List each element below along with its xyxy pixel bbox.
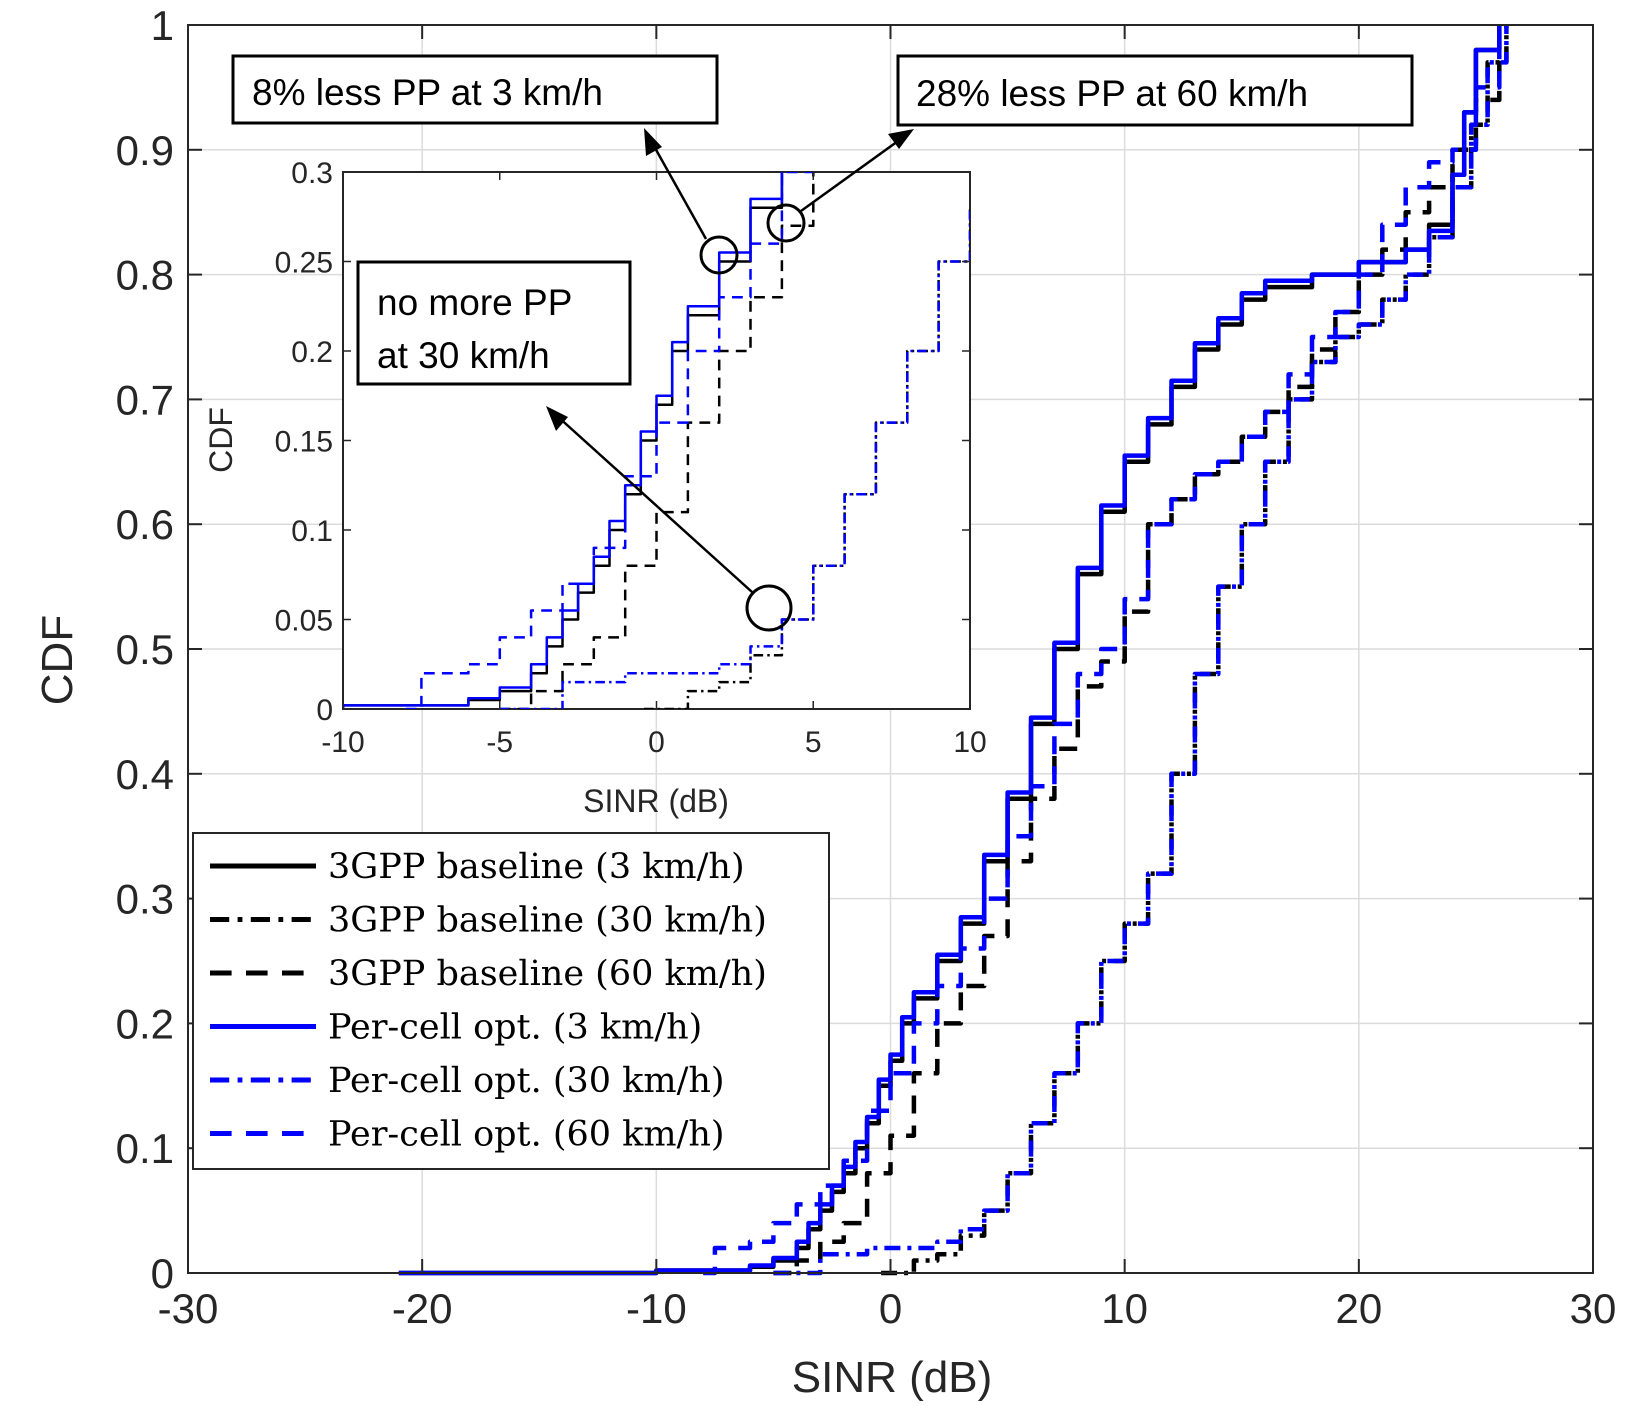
main-series-line-4 — [773, 25, 1509, 1276]
y-tick-label: 0.5 — [116, 626, 174, 673]
y-tick-label: 0.1 — [116, 1125, 174, 1172]
inset-y-tick-label: 0.25 — [275, 247, 333, 280]
x-tick-label: -20 — [392, 1285, 453, 1332]
legend-box — [192, 832, 830, 1170]
x-tick-label: -10 — [626, 1285, 687, 1332]
circle-marker-30kmh — [745, 584, 793, 632]
legend-label-3: Per-cell opt. (3 km/h) — [328, 1008, 702, 1048]
circle-marker-60kmh — [766, 203, 806, 243]
inset-x-tick-label: 10 — [953, 726, 986, 759]
inset-series-line-4 — [499, 206, 970, 709]
legend-label-4: Per-cell opt. (30 km/h) — [328, 1061, 725, 1101]
inset-x-tick-label: -5 — [486, 726, 513, 759]
legend: 3GPP baseline (3 km/h) 3GPP baseline (30 … — [192, 832, 830, 1170]
legend-label-2: 3GPP baseline (60 km/h) — [328, 954, 767, 994]
x-tick-label: -30 — [158, 1285, 219, 1332]
inset-x-tick-label: -10 — [321, 726, 364, 759]
inset-series-group — [343, 172, 970, 709]
x-tick-label: 10 — [1101, 1285, 1148, 1332]
main-series-line-5 — [703, 25, 1502, 1276]
arrow-60kmh — [800, 129, 914, 213]
annotation-box-3kmh — [231, 54, 719, 125]
inset-y-tick-label: 0.15 — [275, 426, 333, 459]
inset-y-tick-label: 0 — [316, 694, 333, 727]
main-series-group — [398, 25, 1509, 1276]
inset-series-line-0 — [343, 172, 784, 709]
y-tick-label: 0.8 — [116, 252, 174, 299]
x-tick-label: 0 — [879, 1285, 902, 1332]
annotation-60kmh: 28% less PP at 60 km/h — [916, 73, 1308, 114]
inset-series-line-3 — [343, 172, 784, 709]
annotations: 8% less PP at 3 km/h 28% less PP at 60 k… — [231, 54, 1414, 632]
y-tick-label: 0.2 — [116, 1000, 174, 1047]
main-x-axis-label: SINR (dB) — [792, 1353, 992, 1402]
inset-y-tick-label: 0.1 — [291, 515, 333, 548]
arrow-3kmh — [644, 128, 708, 240]
arrow-30kmh — [546, 406, 753, 593]
x-tick-label: 20 — [1335, 1285, 1382, 1332]
inset-series-line-5 — [405, 172, 815, 709]
y-tick-label: 0.9 — [116, 127, 174, 174]
annotation-30kmh-line2: at 30 km/h — [377, 335, 550, 376]
y-tick-label: 0 — [151, 1250, 174, 1297]
y-tick-label: 0.4 — [116, 751, 174, 798]
legend-label-0: 3GPP baseline (3 km/h) — [328, 847, 745, 887]
annotation-box-60kmh — [896, 54, 1414, 127]
main-y-axis-label: CDF — [33, 615, 82, 705]
inset-x-axis-label: SINR (dB) — [583, 783, 729, 819]
legend-label-1: 3GPP baseline (30 km/h) — [328, 901, 767, 941]
annotation-30kmh-line1: no more PP — [377, 282, 572, 323]
inset-y-tick-label: 0.05 — [275, 605, 333, 638]
y-tick-label: 1 — [151, 2, 174, 49]
y-tick-label: 0.7 — [116, 376, 174, 423]
y-tick-label: 0.6 — [116, 501, 174, 548]
legend-label-5: Per-cell opt. (60 km/h) — [328, 1115, 725, 1155]
inset-x-tick-label: 5 — [805, 726, 822, 759]
annotation-3kmh: 8% less PP at 3 km/h — [252, 72, 603, 113]
inset-y-tick-label: 0.2 — [291, 336, 333, 369]
y-tick-label: 0.3 — [116, 876, 174, 923]
circle-marker-3kmh — [699, 235, 739, 275]
legend-items: 3GPP baseline (3 km/h) 3GPP baseline (30 … — [210, 847, 767, 1155]
inset-axes: -10 -5 0 5 10 0 0.05 0.1 0.15 0.2 0.25 0.3 — [275, 157, 987, 759]
inset-y-axis-label: CDF — [203, 407, 239, 473]
inset-series-line-2 — [499, 172, 815, 709]
inset-x-tick-label: 0 — [648, 726, 665, 759]
main-series-line-3 — [398, 25, 1502, 1276]
inset-y-tick-label: 0.3 — [291, 157, 333, 190]
main-axes: -30 -20 -10 0 10 20 3000.10.20.30.40.50.60.70.… — [116, 2, 1617, 1332]
x-tick-label: 30 — [1570, 1285, 1617, 1332]
annotation-box-30kmh — [356, 260, 632, 386]
